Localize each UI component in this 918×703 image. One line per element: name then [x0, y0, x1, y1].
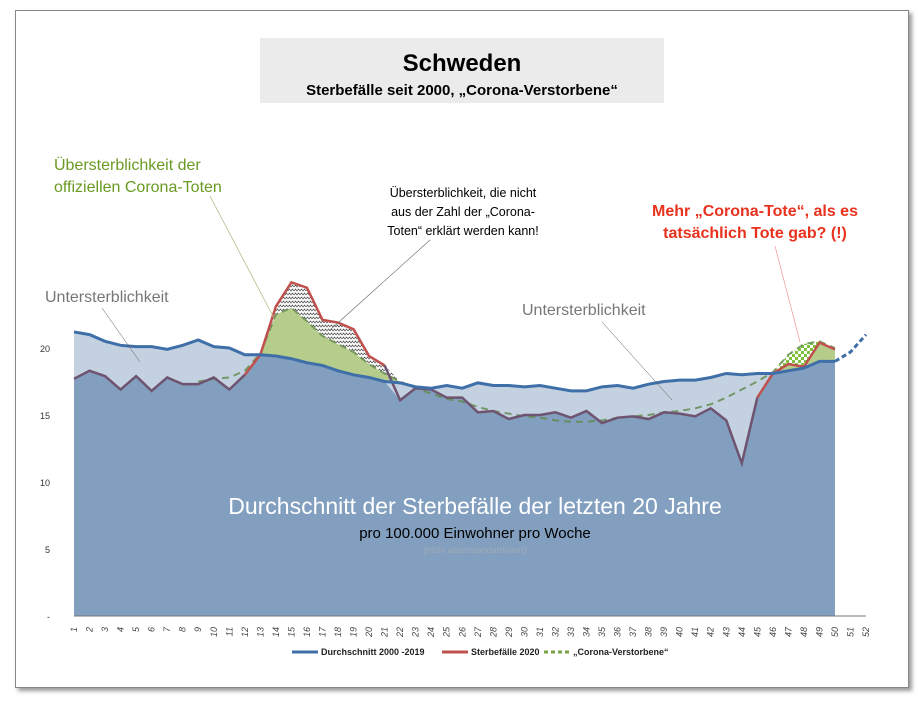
x-tick-label: 22 — [395, 627, 405, 638]
x-tick-label: 45 — [752, 626, 762, 637]
y-tick-label: 15 — [40, 411, 50, 421]
series-line-2020-late — [756, 341, 836, 399]
annotation-more-line1: Mehr „Corona-Tote“, als es — [652, 203, 858, 220]
series-line-average — [73, 330, 835, 393]
x-tick-label: 20 — [364, 627, 374, 638]
x-tick-label: 42 — [706, 627, 716, 637]
area-corona-exceeds-deaths — [772, 341, 835, 374]
x-tick-label: 31 — [535, 627, 545, 637]
y-tick-label: 20 — [40, 344, 50, 354]
x-tick-label: 16 — [302, 627, 312, 637]
title-box — [260, 38, 664, 103]
x-tick-label: 15 — [286, 626, 296, 637]
area-unexplained-excess — [260, 282, 401, 382]
x-tick-label: 36 — [613, 627, 623, 637]
x-tick-label: 26 — [457, 627, 467, 638]
legend-label-0: Durchschnitt 2000 -2019 — [321, 647, 425, 657]
legend-label-2: „Corona-Verstorbene“ — [573, 647, 669, 657]
x-tick-label: 33 — [566, 627, 576, 637]
x-tick-label: 52 — [861, 627, 871, 637]
annotation-leader-more — [774, 245, 801, 343]
center-title: Durchschnitt der Sterbefälle der letzten… — [228, 493, 722, 519]
x-tick-label: 47 — [783, 626, 793, 637]
x-tick-label: 17 — [317, 626, 327, 637]
x-tick-label: 19 — [349, 627, 359, 637]
area-baseline — [74, 354, 835, 616]
x-tick-label: 43 — [721, 627, 731, 637]
series-line-2020-low — [73, 369, 246, 393]
x-tick-label: 46 — [768, 627, 778, 637]
annotation-more-line2: tatsächlich Tote gab? (!) — [663, 225, 847, 242]
x-tick-label: 14 — [271, 627, 281, 637]
center-note: (nicht altersstandardisiert) — [423, 545, 527, 555]
x-tick-label: 51 — [846, 627, 856, 637]
annotation-unexplained-line1: Übersterblichkeit, die nicht — [390, 186, 537, 200]
x-tick-label: 12 — [240, 627, 250, 637]
x-tick-label: 49 — [814, 627, 824, 637]
x-tick-label: 37 — [628, 626, 638, 637]
annotation-green-line2: offiziellen Corona-Toten — [54, 179, 222, 196]
annotation-unexplained-line2: aus der Zahl der „Corona- — [391, 205, 535, 219]
annotation-unexplained-line3: Toten“ erklärt werden kann! — [387, 224, 538, 238]
chart-title: Schweden — [403, 50, 522, 77]
x-tick-label: 4 — [116, 627, 126, 632]
x-tick-label: 23 — [411, 627, 421, 638]
annotation-leader-under-right — [601, 321, 673, 401]
series-line-2020-peak — [243, 280, 386, 376]
annotation-leader-under-left — [101, 307, 141, 363]
annotation-under-right: Untersterblichkeit — [522, 302, 646, 319]
area-corona-excess — [198, 307, 835, 391]
x-tick-label: 41 — [690, 627, 700, 637]
annotation-green-line1: Übersterblichkeit der — [54, 156, 201, 174]
x-tick-label: 32 — [550, 627, 560, 637]
series-line-corona — [198, 306, 836, 423]
x-tick-label: 18 — [333, 627, 343, 637]
x-tick-label: 8 — [178, 627, 188, 632]
chart-subtitle: Sterbefälle seit 2000, „Corona-Verstorbe… — [306, 82, 618, 99]
y-tick-label: - — [47, 612, 50, 622]
x-tick-label: 27 — [473, 626, 483, 638]
x-tick-label: 2 — [85, 627, 95, 633]
annotation-leader-green — [209, 195, 276, 321]
x-tick-label: 10 — [209, 627, 219, 637]
x-tick-label: 35 — [597, 626, 607, 637]
x-tick-label: 7 — [162, 626, 172, 632]
x-tick-label: 38 — [644, 627, 654, 637]
x-tick-label: 39 — [659, 627, 669, 637]
x-tick-label: 6 — [147, 627, 157, 632]
x-tick-label: 29 — [504, 627, 514, 638]
x-tick-label: 28 — [488, 627, 498, 638]
x-tick-label: 1 — [69, 627, 79, 632]
x-tick-label: 34 — [581, 627, 591, 637]
x-tick-label: 11 — [224, 627, 234, 636]
x-tick-label: 44 — [737, 627, 747, 637]
x-tick-label: 40 — [675, 627, 685, 637]
annotation-leader-unexplained — [329, 239, 431, 331]
series-line-average-projection — [834, 333, 868, 363]
x-tick-label: 25 — [442, 626, 452, 638]
legend-label-1: Sterbefälle 2020 — [471, 647, 540, 657]
x-tick-label: 48 — [799, 627, 809, 637]
annotation-under-left: Untersterblichkeit — [45, 289, 169, 306]
legend: Durchschnitt 2000 -2019 Sterbefälle 2020 „… — [292, 647, 669, 657]
y-tick-label: 5 — [45, 545, 50, 555]
x-tick-label: 5 — [131, 626, 141, 632]
y-tick-label: 10 — [40, 478, 50, 488]
x-tick-label: 30 — [519, 627, 529, 637]
x-tick-label: 21 — [380, 627, 390, 638]
center-subtitle: pro 100.000 Einwohner pro Woche — [359, 525, 591, 542]
x-tick-label: 50 — [830, 627, 840, 637]
series-line-2020-mid — [383, 364, 759, 468]
x-tick-label: 3 — [100, 627, 110, 632]
x-tick-label: 24 — [426, 627, 436, 638]
x-tick-label: 13 — [255, 627, 265, 637]
x-tick-label: 9 — [193, 627, 203, 632]
